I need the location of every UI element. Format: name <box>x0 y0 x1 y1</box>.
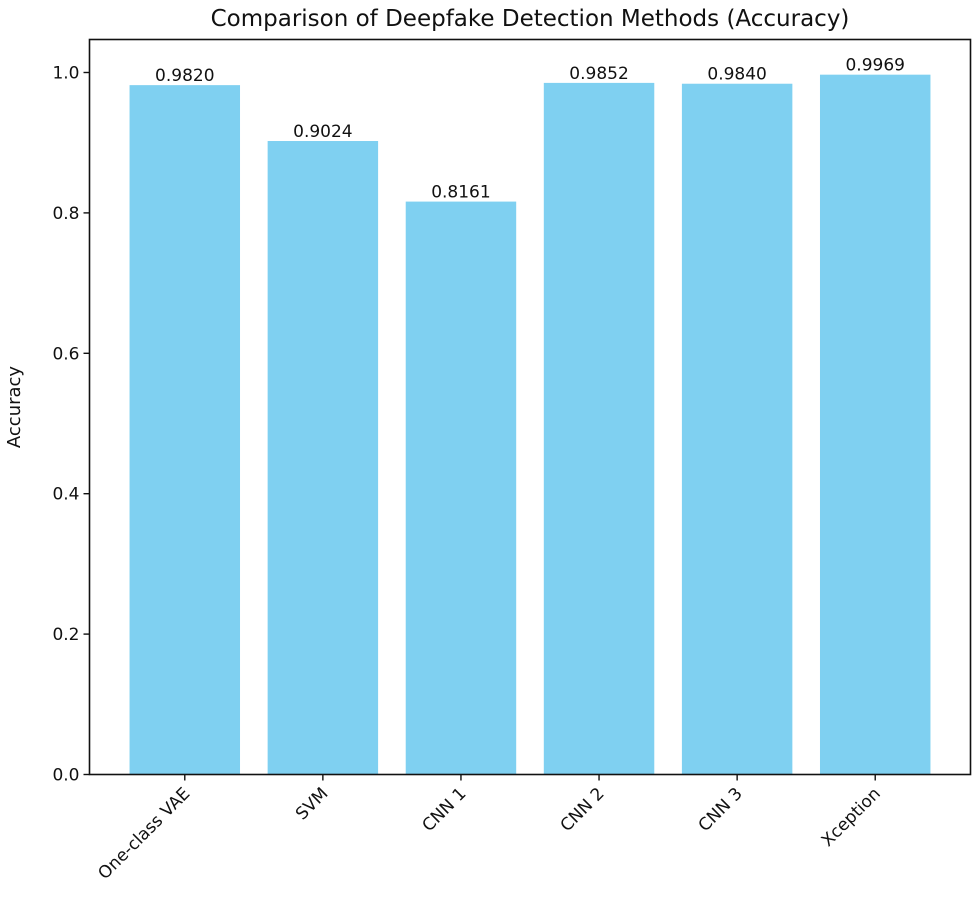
plot-frame <box>88 38 972 776</box>
bar-svm <box>267 141 379 775</box>
bar-cnn-3 <box>681 83 793 775</box>
y-tick-label: 1.0 <box>52 63 79 83</box>
y-tick-label: 0.0 <box>52 766 79 786</box>
bar-cnn-1 <box>405 201 517 775</box>
bar-xception <box>819 74 931 775</box>
x-tick-label: CNN 1 <box>418 784 470 836</box>
x-tick-label: CNN 2 <box>557 784 609 836</box>
y-tick-label: 0.4 <box>52 485 79 505</box>
chart-title: Comparison of Deepfake Detection Methods… <box>211 6 850 32</box>
bar-cnn-2 <box>543 82 655 775</box>
y-tick-label: 0.2 <box>52 625 79 645</box>
data-label: 0.9852 <box>569 64 628 84</box>
data-label: 0.9840 <box>707 65 766 85</box>
x-tick-label: CNN 3 <box>695 784 747 836</box>
bar-one-class-vae <box>129 85 241 775</box>
x-tick-label: SVM <box>292 784 332 824</box>
y-tick-label: 0.6 <box>52 344 79 364</box>
data-label: 0.9969 <box>845 56 904 76</box>
data-label: 0.9024 <box>293 122 352 142</box>
x-tick-label: Xception <box>818 784 885 851</box>
data-label: 0.8161 <box>431 183 490 203</box>
y-axis-label: Accuracy <box>4 366 25 449</box>
x-tick-label: One-class VAE <box>94 784 194 884</box>
y-tick-label: 0.8 <box>52 204 79 224</box>
data-label: 0.9820 <box>155 66 214 86</box>
